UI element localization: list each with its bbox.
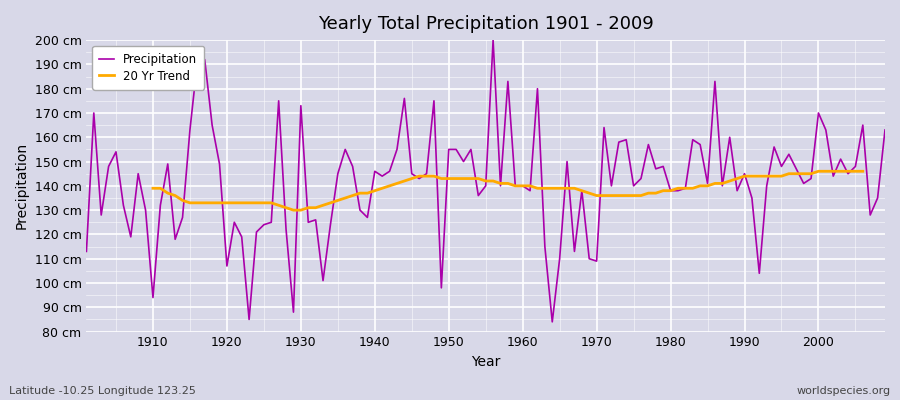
Line: 20 Yr Trend: 20 Yr Trend <box>153 171 863 210</box>
Precipitation <box>525 188 535 193</box>
X-axis label: Year: Year <box>471 355 500 369</box>
20 Yr Trend <box>858 169 868 174</box>
Legend: Precipitation, 20 Yr Trend: Precipitation, 20 Yr Trend <box>93 46 204 90</box>
Precipitation <box>81 249 92 254</box>
20 Yr Trend <box>288 208 299 212</box>
Precipitation <box>347 164 358 169</box>
20 Yr Trend <box>813 169 824 174</box>
Text: worldspecies.org: worldspecies.org <box>796 386 891 396</box>
Precipitation <box>302 220 313 225</box>
Precipitation <box>621 137 632 142</box>
Precipitation <box>879 128 890 132</box>
Precipitation <box>547 320 558 324</box>
20 Yr Trend <box>148 186 158 191</box>
Precipitation <box>140 208 151 212</box>
20 Yr Trend <box>170 193 181 198</box>
Line: Precipitation: Precipitation <box>86 40 885 322</box>
Text: Latitude -10.25 Longitude 123.25: Latitude -10.25 Longitude 123.25 <box>9 386 196 396</box>
20 Yr Trend <box>702 184 713 188</box>
20 Yr Trend <box>510 184 521 188</box>
Precipitation <box>518 184 528 188</box>
Y-axis label: Precipitation: Precipitation <box>15 142 29 230</box>
20 Yr Trend <box>199 200 210 205</box>
Precipitation <box>488 38 499 42</box>
Title: Yearly Total Precipitation 1901 - 2009: Yearly Total Precipitation 1901 - 2009 <box>318 15 653 33</box>
20 Yr Trend <box>562 186 572 191</box>
20 Yr Trend <box>340 196 351 200</box>
